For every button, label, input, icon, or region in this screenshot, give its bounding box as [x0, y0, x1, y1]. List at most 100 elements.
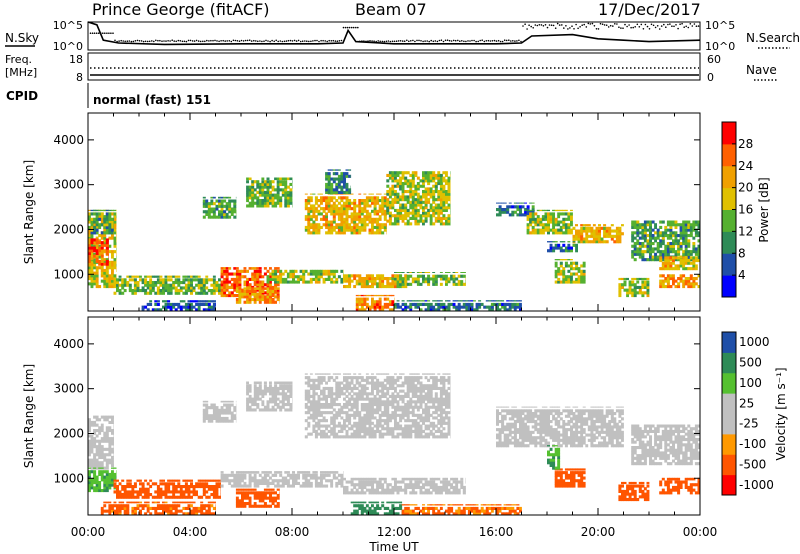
power-cell [131, 291, 135, 295]
power-cell [684, 228, 688, 232]
power-cell [105, 215, 109, 219]
power-cell [396, 222, 400, 226]
power-cell [314, 228, 318, 232]
power-cell [274, 283, 278, 287]
power-cell [434, 300, 438, 302]
power-cell [582, 229, 586, 233]
nsearch-dot [622, 27, 624, 30]
power-cell [575, 237, 578, 241]
velocity-cell [230, 403, 234, 407]
power-cell [656, 228, 660, 232]
power-cell [256, 182, 260, 186]
power-cell [256, 201, 260, 205]
power-cell [330, 185, 334, 189]
velocity-cell [108, 447, 112, 451]
velocity-cell [241, 476, 244, 480]
power-cell [378, 209, 382, 213]
power-cell [659, 279, 663, 283]
power-cell [679, 274, 683, 278]
power-cell [233, 285, 237, 289]
power-cell [414, 302, 418, 306]
power-cell [197, 286, 201, 290]
power-cell [679, 277, 683, 281]
power-cell [401, 184, 405, 188]
power-cell [220, 267, 224, 270]
power-cell [447, 219, 451, 223]
power-cell [309, 223, 313, 227]
power-cell [371, 294, 374, 297]
power-cell [394, 272, 397, 273]
power-cell [248, 196, 252, 200]
power-cell [98, 259, 102, 263]
velocity-cell [266, 473, 270, 477]
velocity-cell [98, 442, 102, 446]
power-cell [442, 195, 446, 199]
power-cell [210, 291, 214, 295]
power-cell [564, 264, 568, 268]
power-cell [360, 297, 364, 301]
power-cell [98, 262, 102, 266]
velocity-cell [314, 408, 318, 412]
power-cell [263, 291, 267, 295]
nsearch-dot [452, 39, 455, 42]
velocity-cell [90, 420, 94, 424]
power-cell [442, 308, 446, 312]
power-cell [289, 190, 293, 194]
nsearch-dot [293, 39, 296, 42]
power-cell [317, 209, 321, 213]
velocity-cell [235, 471, 239, 474]
velocity-cell [212, 479, 216, 482]
velocity-cell [207, 416, 211, 420]
power-cell [320, 275, 323, 279]
power-cell [93, 217, 97, 221]
power-cell [531, 215, 535, 219]
power-cell [570, 212, 573, 216]
power-cell [557, 223, 561, 227]
velocity-cell [179, 509, 183, 513]
power-cell [557, 243, 561, 247]
power-cell [394, 219, 397, 223]
power-cell [406, 282, 410, 286]
nsearch-dot [585, 26, 588, 28]
power-cell [289, 280, 293, 284]
power-cell [246, 185, 249, 189]
power-cell [677, 242, 681, 246]
velocity-cell [279, 484, 283, 488]
nsearch-dot [587, 22, 590, 25]
power-cell [307, 209, 311, 213]
nsearch-dot [609, 24, 612, 27]
power-cell [93, 252, 97, 256]
power-cell [360, 228, 364, 232]
power-cell [649, 250, 652, 254]
power-cell [100, 246, 104, 250]
velocity-cell [164, 485, 168, 489]
power-cell [230, 283, 234, 287]
power-cell [167, 286, 171, 290]
power-cell [266, 201, 270, 205]
power-cell [557, 220, 561, 224]
velocity-cell [335, 481, 339, 485]
power-cell [371, 220, 374, 224]
power-cell [445, 272, 448, 273]
power-cell [353, 285, 357, 289]
velocity-cell [184, 482, 188, 486]
power-cell [679, 236, 683, 240]
nsearch-tick-bottom: 10^0 [705, 40, 735, 53]
power-cell [159, 308, 163, 312]
power-cell [475, 305, 479, 309]
power-cell [355, 305, 359, 309]
power-cell [659, 285, 663, 289]
power-cell [394, 195, 397, 199]
velocity-cell [266, 491, 270, 495]
power-cell [243, 275, 247, 279]
power-cell [437, 171, 441, 175]
nsearch-dot [234, 39, 237, 42]
power-cell [570, 249, 573, 253]
power-cell [327, 180, 331, 184]
power-cell [360, 199, 364, 203]
velocity-cell [238, 488, 242, 491]
power-cell [284, 185, 288, 189]
power-cell [335, 277, 339, 281]
power-cell [416, 282, 420, 286]
power-cell [98, 246, 102, 250]
